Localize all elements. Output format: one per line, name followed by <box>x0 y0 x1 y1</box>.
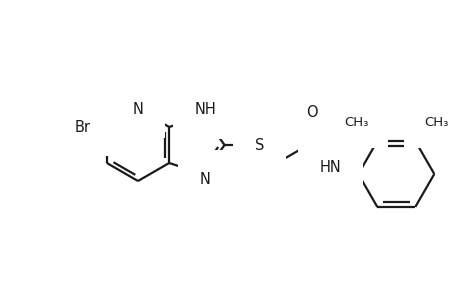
Text: HN: HN <box>319 160 341 175</box>
Text: NH: NH <box>194 102 216 117</box>
Text: N: N <box>132 101 143 116</box>
Text: O: O <box>306 104 317 119</box>
Text: CH₃: CH₃ <box>423 116 448 129</box>
Text: N: N <box>200 172 210 187</box>
Text: CH₃: CH₃ <box>343 116 368 129</box>
Text: S: S <box>254 137 263 152</box>
Text: Br: Br <box>75 119 90 134</box>
